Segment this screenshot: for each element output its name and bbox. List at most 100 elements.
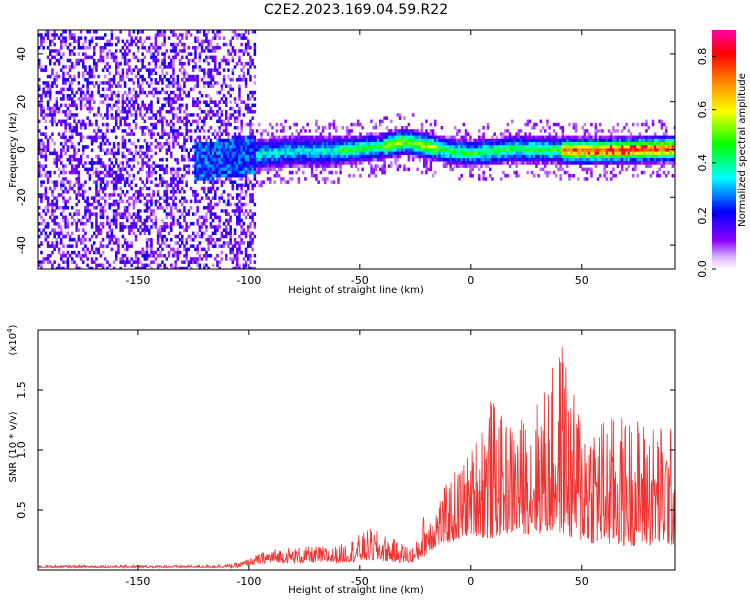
spectrogram-cell bbox=[185, 257, 188, 261]
spectrogram-cell bbox=[207, 74, 210, 79]
spectrogram-cell bbox=[156, 30, 160, 34]
spectrogram-cell bbox=[238, 142, 241, 146]
spectrogram-cell bbox=[445, 151, 448, 156]
spectrogram-cell bbox=[196, 154, 199, 159]
spectrogram-cell bbox=[495, 138, 499, 143]
spectrogram-cell bbox=[497, 138, 501, 143]
spectrogram-cell bbox=[211, 161, 215, 165]
spectrogram-cell bbox=[126, 190, 129, 194]
spectrogram-cell bbox=[112, 164, 116, 168]
spectrogram-cell bbox=[139, 148, 142, 152]
spectrogram-cell bbox=[231, 186, 235, 191]
spectrogram-cell bbox=[568, 151, 571, 156]
spectrogram-cell bbox=[570, 145, 573, 149]
spectrogram-cell bbox=[453, 126, 457, 130]
spectrogram-cell bbox=[115, 116, 118, 120]
spectrogram-cell bbox=[207, 94, 210, 98]
spectrogram-cell bbox=[335, 126, 338, 130]
spectrogram-cell bbox=[57, 158, 61, 162]
spectrogram-cell bbox=[172, 180, 175, 184]
spectrogram-cell bbox=[75, 228, 78, 232]
spectrogram-cell bbox=[192, 164, 195, 168]
spectrogram-cell bbox=[44, 90, 48, 95]
spectrogram-cell bbox=[200, 46, 204, 50]
spectrogram-cell bbox=[269, 164, 272, 168]
spectrogram-cell bbox=[55, 122, 59, 127]
spectrogram-cell bbox=[97, 247, 100, 252]
spectrogram-cell bbox=[227, 52, 230, 56]
spectrogram-cell bbox=[242, 36, 246, 40]
spectrogram-cell bbox=[46, 202, 50, 207]
spectrogram-cell bbox=[176, 266, 180, 269]
spectrogram-cell bbox=[101, 250, 105, 255]
spectrogram-cell bbox=[73, 183, 76, 188]
spectrogram-cell bbox=[513, 148, 516, 152]
spectrogram-cell bbox=[233, 151, 237, 156]
spectrogram-cell bbox=[79, 161, 83, 165]
spectrogram-cell bbox=[293, 135, 296, 140]
spectrogram-cell bbox=[394, 138, 397, 143]
spectrogram-cell bbox=[88, 167, 92, 172]
spectrogram-cell bbox=[310, 138, 314, 143]
spectrogram-cell bbox=[403, 135, 406, 140]
spectrogram-cell bbox=[482, 135, 485, 140]
spectrogram-cell bbox=[82, 260, 85, 264]
spectrogram-cell bbox=[392, 148, 395, 152]
spectrogram-cell bbox=[117, 164, 120, 168]
spectrogram-cell bbox=[130, 186, 133, 191]
spectrogram-cell bbox=[216, 260, 219, 264]
spectrogram-cell bbox=[357, 142, 360, 146]
spectrogram-cell bbox=[196, 218, 199, 223]
spectrogram-cell bbox=[247, 135, 250, 140]
spectrogram-cell bbox=[101, 94, 105, 98]
spectrogram-cell bbox=[429, 129, 433, 133]
spectrogram-cell bbox=[229, 231, 232, 236]
spectrogram-cell bbox=[249, 110, 252, 114]
spectrogram-cell bbox=[484, 177, 488, 181]
spectrogram-cell bbox=[442, 164, 446, 168]
spectrogram-cell bbox=[106, 151, 109, 156]
spectrogram-cell bbox=[86, 170, 89, 175]
spectrogram-cell bbox=[231, 260, 235, 264]
spectrogram-cell bbox=[214, 228, 217, 232]
spectrogram-cell bbox=[163, 36, 166, 40]
spectrogram-cell bbox=[467, 148, 470, 152]
spectrogram-cell bbox=[211, 145, 215, 149]
spectrogram-cell bbox=[376, 148, 380, 152]
spectrogram-cell bbox=[211, 206, 215, 210]
spectrogram-cell bbox=[249, 215, 252, 220]
spectrogram-cell bbox=[264, 164, 268, 168]
spectrogram-cell bbox=[99, 263, 103, 268]
spectrogram-cell bbox=[143, 154, 147, 159]
spectrogram-cell bbox=[53, 186, 56, 191]
spectrogram-cell bbox=[152, 55, 155, 60]
spectrogram-cell bbox=[434, 170, 437, 175]
spectrogram-cell bbox=[330, 161, 334, 165]
spectrogram-cell bbox=[368, 135, 371, 140]
spectrogram-cell bbox=[71, 215, 74, 220]
spectrogram-cell bbox=[209, 138, 213, 143]
spectrogram-cell bbox=[66, 138, 70, 143]
spectrogram-cell bbox=[233, 116, 237, 120]
spectrogram-cell bbox=[205, 116, 208, 120]
spectrogram-cell bbox=[108, 49, 111, 53]
spectrogram-cell bbox=[271, 142, 274, 146]
spectrogram-cell bbox=[88, 122, 92, 127]
spectrogram-cell bbox=[176, 36, 180, 40]
spectrogram-cell bbox=[145, 148, 149, 152]
spectrogram-cell bbox=[249, 106, 252, 111]
spectrogram-cell bbox=[196, 263, 199, 268]
spectrogram-cell bbox=[471, 164, 474, 168]
spectrogram-cell bbox=[405, 132, 408, 136]
spectrogram-cell bbox=[229, 122, 232, 127]
spectrogram-cell bbox=[68, 103, 72, 108]
spectrogram-cell bbox=[77, 164, 81, 168]
spectrogram-cell bbox=[128, 58, 131, 63]
spectrogram-cell bbox=[544, 151, 547, 156]
spectrogram-cell bbox=[112, 186, 116, 191]
spectrogram-cell bbox=[38, 260, 41, 264]
spectrogram-cell bbox=[150, 132, 153, 136]
spectrogram-cell bbox=[229, 113, 232, 117]
spectrogram-cell bbox=[216, 186, 219, 191]
spectrogram-cell bbox=[207, 62, 210, 66]
